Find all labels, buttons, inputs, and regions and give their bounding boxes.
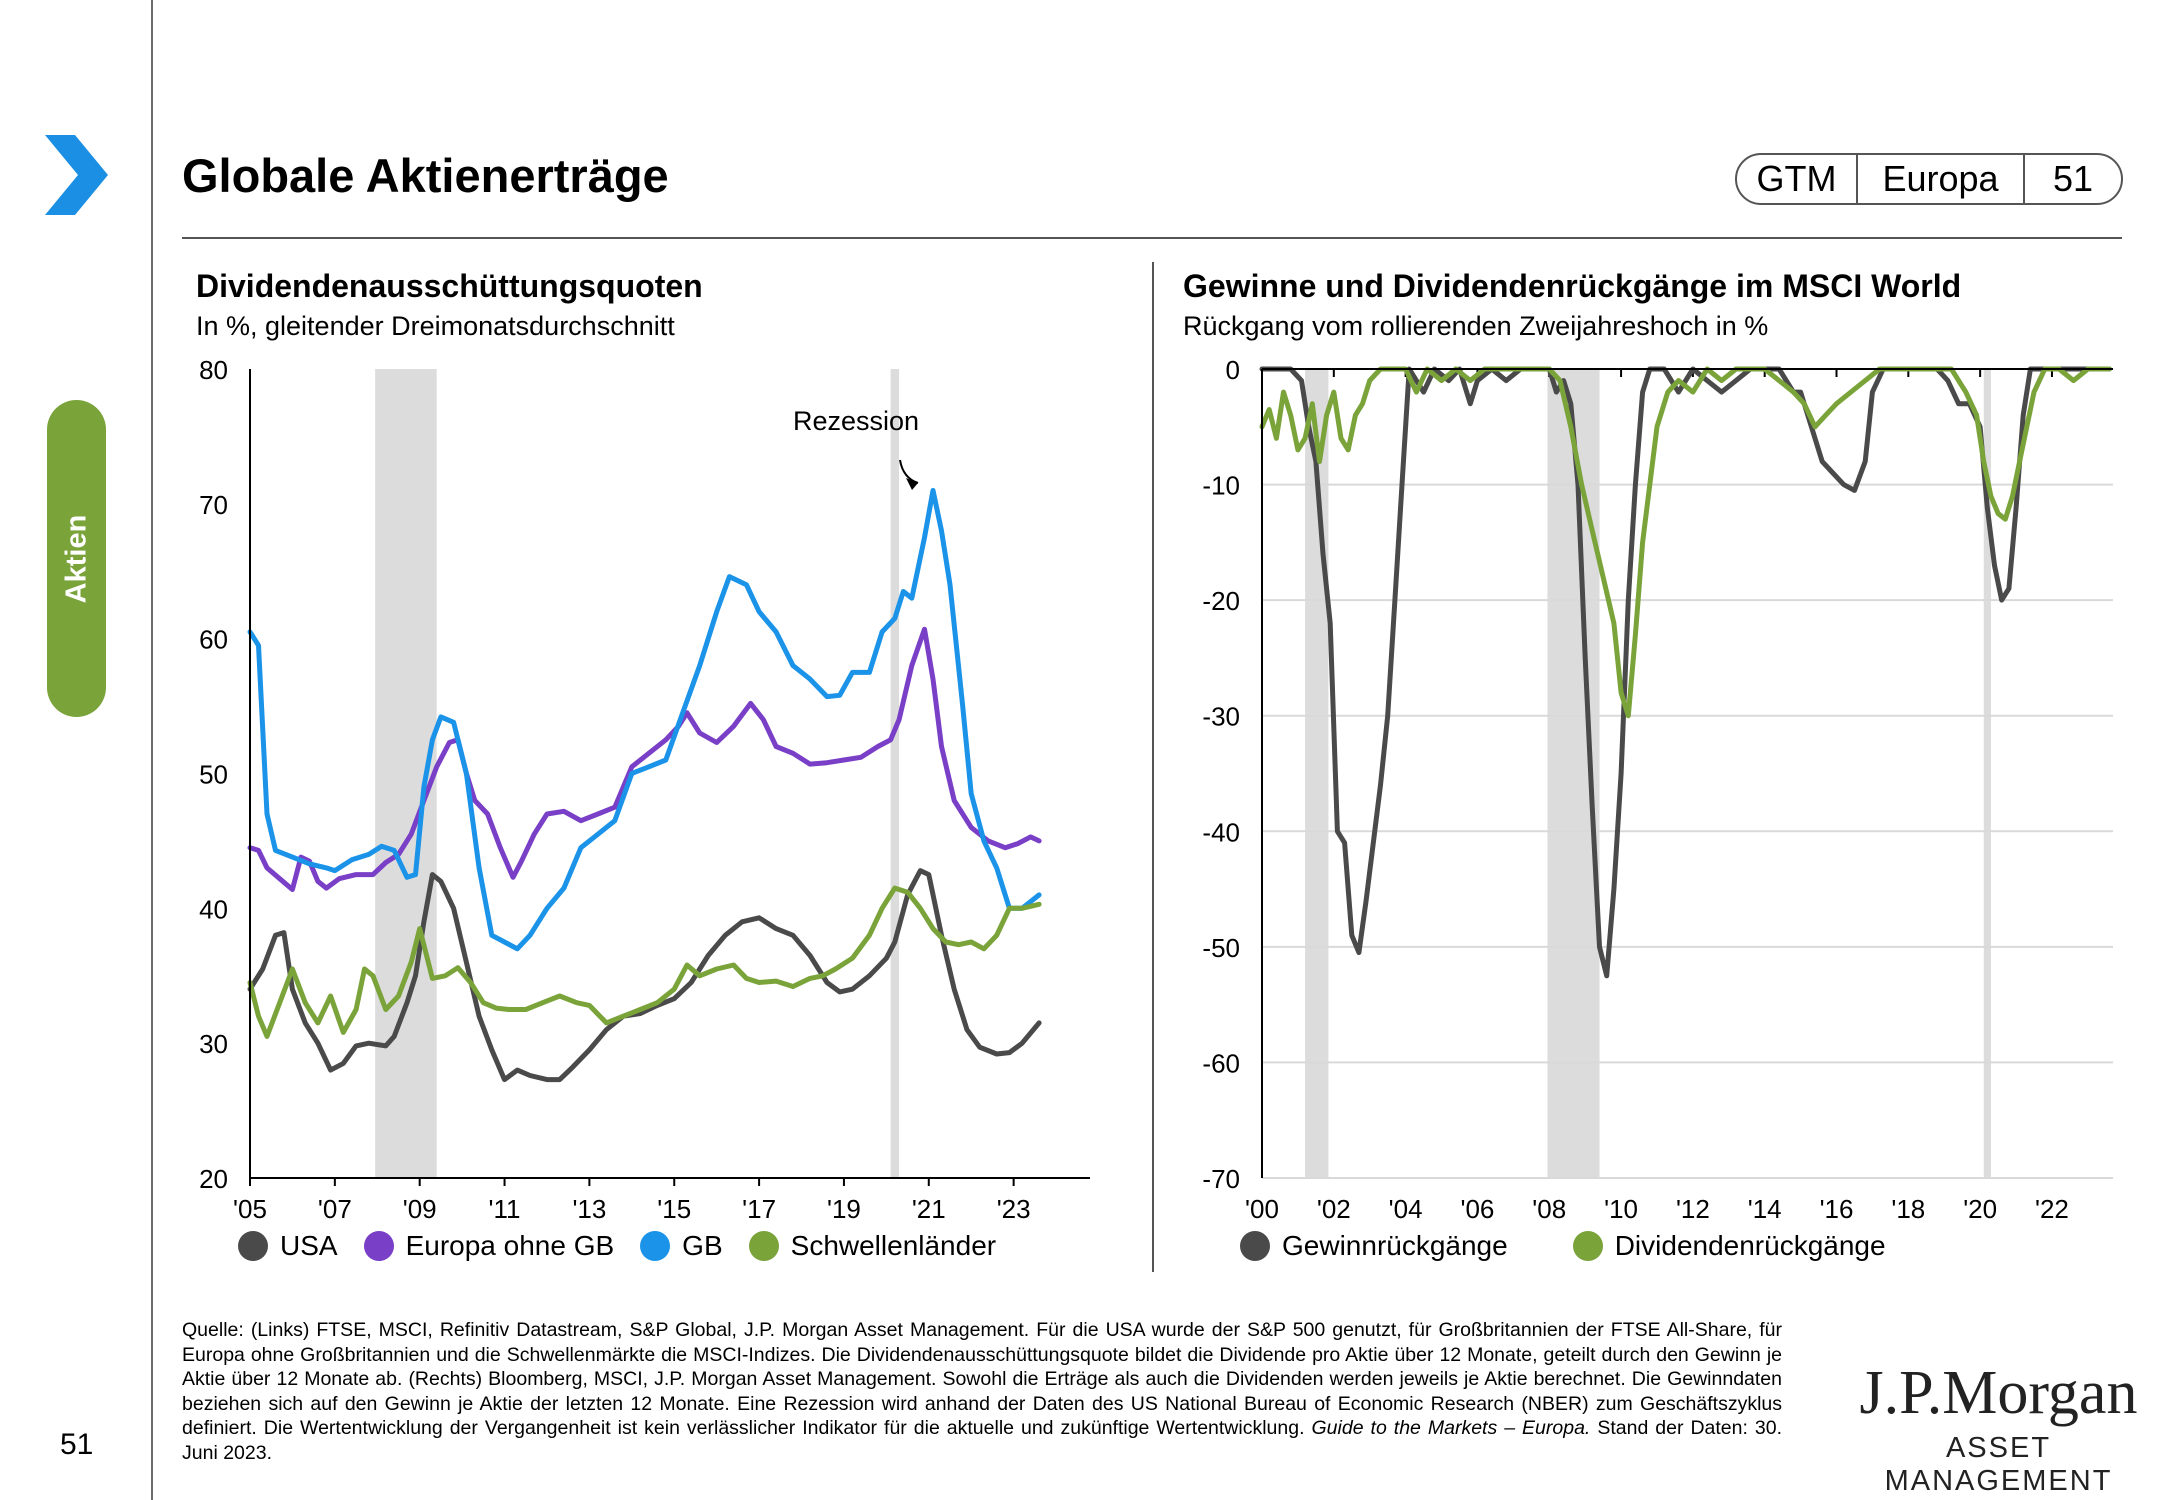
y-tick-label: 60 [199, 625, 228, 655]
x-tick-label: '13 [572, 1194, 606, 1224]
x-tick-label: '22 [2035, 1194, 2069, 1224]
y-tick-label: -70 [1202, 1164, 1240, 1194]
jpmorgan-logo: J.P.Morgan ASSET MANAGEMENT [1830, 1362, 2167, 1498]
legend-item-em: Schwellenländer [748, 1230, 997, 1262]
legend-label: Europa ohne GB [405, 1230, 615, 1261]
x-tick-label: '14 [1748, 1194, 1782, 1224]
y-tick-label: 0 [1226, 355, 1240, 385]
source-date: Stand der Daten: 30. Juni 2023. [182, 1417, 1783, 1464]
badge-region: Europa [1858, 155, 2025, 203]
y-tick-label: -20 [1202, 586, 1240, 616]
x-tick-label: '19 [827, 1194, 861, 1224]
series-line-schwellenländer [247, 885, 1042, 1039]
x-tick-label: '12 [1676, 1194, 1710, 1224]
panel-divider [1152, 262, 1154, 1272]
x-tick-label: '00 [1245, 1194, 1279, 1224]
y-tick-label: -40 [1202, 817, 1240, 847]
legend-label: USA [280, 1230, 338, 1261]
source-guide: Guide to the Markets – Europa. [1311, 1417, 1591, 1439]
x-tick-label: '17 [742, 1194, 776, 1224]
recession-annotation: Rezession [793, 406, 919, 436]
y-tick-label: 30 [199, 1029, 228, 1059]
legend-swatch-europe [363, 1231, 394, 1261]
y-tick-label: 40 [199, 894, 228, 924]
series-line-dividendenrückgänge [1259, 366, 2112, 719]
legend-item-usa: USA [238, 1230, 338, 1262]
legend-item-uk: GB [640, 1230, 723, 1262]
source-note: Quelle: (Links) FTSE, MSCI, Refinitiv Da… [182, 1318, 1782, 1465]
x-tick-label: '15 [657, 1194, 691, 1224]
x-tick-label: '07 [318, 1194, 352, 1224]
x-tick-label: '23 [997, 1194, 1031, 1224]
x-tick-label: '02 [1317, 1194, 1351, 1224]
page-number: 51 [60, 1428, 94, 1461]
legend-label: Dividendenrückgänge [1614, 1230, 1886, 1261]
x-tick-label: '04 [1389, 1194, 1423, 1224]
legend-swatch-em [748, 1231, 779, 1261]
legend-label: Schwellenländer [790, 1230, 997, 1261]
series-line-gewinnrückgänge [1259, 366, 2112, 979]
legend-item-europe: Europa ohne GB [363, 1230, 615, 1262]
series-line-gb [247, 487, 1042, 952]
y-tick-label: -10 [1202, 471, 1240, 501]
badge-gtm: GTM [1737, 155, 1858, 203]
recession-band [890, 369, 900, 1178]
series-line-europa-ohne-gb [247, 626, 1042, 892]
logo-wordmark: J.P.Morgan [1859, 1359, 2138, 1427]
left-chart-subtitle: In %, gleitender Dreimonatsdurchschnitt [196, 311, 675, 341]
x-tick-label: '06 [1460, 1194, 1494, 1224]
right-chart-subtitle: Rückgang vom rollierenden Zweijahreshoch… [1183, 311, 1769, 341]
x-tick-label: '09 [403, 1194, 437, 1224]
legend-item-earnings: Gewinnrückgänge [1240, 1230, 1508, 1262]
legend-swatch-earnings [1240, 1231, 1270, 1261]
x-tick-label: '11 [489, 1194, 521, 1224]
x-tick-label: '08 [1532, 1194, 1566, 1224]
page-title: Globale Aktienerträge [182, 149, 669, 202]
x-tick-label: '20 [1963, 1194, 1997, 1224]
x-tick-label: '10 [1604, 1194, 1638, 1224]
x-tick-label: '05 [233, 1194, 267, 1224]
y-tick-label: -50 [1202, 933, 1240, 963]
header-rule [182, 237, 2122, 239]
x-tick-label: '16 [1820, 1194, 1854, 1224]
drawdown-chart: 0 -10 -20 -30 -40 -50 -60 -70'00 '02 '04 '06 '08 '10… [1202, 355, 2113, 1224]
source-text: Quelle: (Links) FTSE, MSCI, Refinitiv Da… [182, 1319, 1782, 1439]
y-tick-label: 50 [199, 760, 228, 790]
legend-swatch-usa [238, 1231, 268, 1261]
legend-swatch-dividends [1572, 1231, 1603, 1261]
section-tab[interactable]: Aktien [47, 400, 106, 717]
chevron-right-icon [45, 135, 108, 215]
y-tick-label: -60 [1202, 1048, 1240, 1078]
y-tick-label: 80 [199, 355, 228, 385]
recession-band [1983, 369, 1991, 1178]
badge-page: 51 [2052, 158, 2094, 199]
y-tick-label: -30 [1202, 702, 1240, 732]
y-tick-label: 20 [199, 1164, 228, 1194]
series-line-usa [247, 868, 1042, 1083]
legend-label: GB [682, 1230, 723, 1261]
left-chart-title: Dividendenausschüttungsquoten [196, 268, 703, 304]
annotation-arrowhead [906, 478, 918, 490]
left-margin-rule [151, 0, 153, 1500]
y-tick-label: 70 [199, 490, 228, 520]
logo-subline: ASSET MANAGEMENT [1884, 1432, 2113, 1497]
payout-ratio-chart: 20 30 40 50 60 70 80 '05 '07 '09 '11 '13 '15 '17 '19 '2… [199, 355, 1090, 1224]
legend-label: Gewinnrückgänge [1282, 1230, 1508, 1261]
page-badge: GTM Europa 51 [1735, 153, 2123, 205]
legend-item-dividends: Dividendenrückgänge [1572, 1230, 1886, 1262]
left-legend: USA Europa ohne GB GB Schwellenländer [238, 1230, 1022, 1262]
x-tick-label: '18 [1891, 1194, 1925, 1224]
right-legend: Gewinnrückgänge Dividendenrückgänge [1240, 1230, 1912, 1262]
legend-swatch-uk [640, 1231, 671, 1261]
x-tick-label: '21 [912, 1194, 946, 1224]
right-chart-title: Gewinne und Dividendenrückgänge im MSCI … [1183, 268, 1962, 304]
